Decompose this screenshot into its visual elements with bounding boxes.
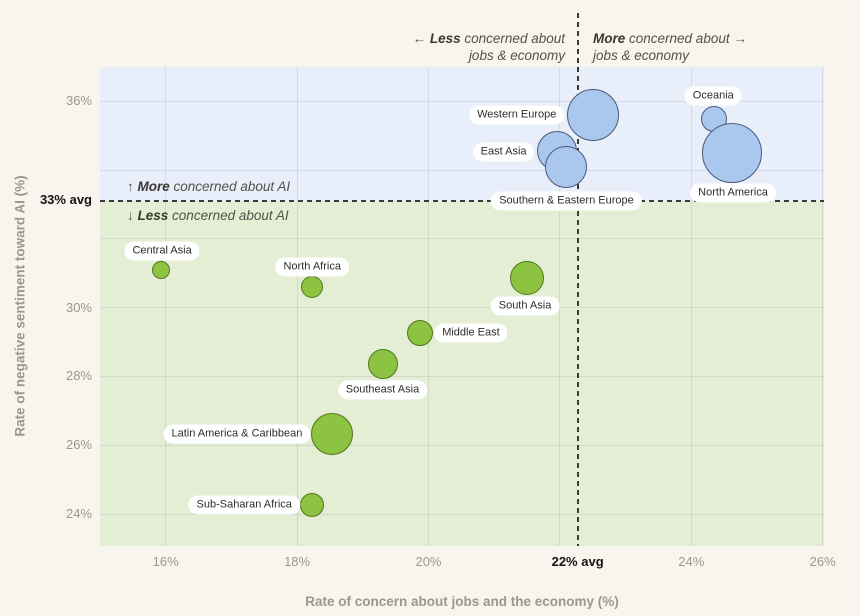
y-average-line (100, 200, 824, 203)
region-label-east-asia: East Asia (472, 142, 535, 162)
x-tick-18: 18% (284, 554, 311, 569)
gridline-y-32 (100, 238, 824, 240)
region-label-sub-saharan-africa: Sub-Saharan Africa (188, 495, 300, 515)
gridline-y-30 (100, 307, 824, 309)
quadrant-header-less-jobs-rest: concerned about (460, 31, 565, 46)
bubble-southern-eastern-europe (545, 145, 588, 188)
gridline-x-20 (427, 67, 429, 546)
gridline-x-18 (296, 67, 298, 546)
region-label-south-asia: South Asia (490, 296, 560, 316)
down-arrow-icon: ↓ (127, 208, 134, 224)
gridline-x-24 (690, 67, 692, 546)
bubble-south-asia (510, 261, 545, 296)
right-arrow-icon: → (733, 31, 747, 46)
y-tick-26: 26% (65, 437, 92, 453)
x-tick-20: 20% (415, 554, 442, 569)
x-average-label: 22% avg (551, 554, 604, 569)
bubble-western-europe (566, 89, 619, 142)
region-label-southeast-asia: Southeast Asia (337, 380, 428, 400)
zone-less-concerned-ai (100, 201, 824, 546)
x-tick-26: 26% (809, 554, 836, 569)
bubble-north-africa (301, 276, 324, 299)
x-average-line (576, 13, 579, 546)
region-label-oceania: Oceania (684, 86, 742, 106)
quadrant-header-less-jobs-bold: Less (429, 31, 461, 46)
quadrant-header-less-jobs-line2: jobs & economy (468, 48, 565, 63)
region-label-latin-america-caribbean: Latin America & Caribbean (163, 424, 311, 444)
gridline-y-34 (100, 169, 824, 171)
region-label-north-africa: North Africa (275, 257, 349, 277)
bubble-sub-saharan-africa (300, 493, 325, 518)
quadrant-header-more-jobs-bold: More (593, 31, 626, 46)
quadrant-header-less-jobs: ← Less concerned about jobs & economy (413, 30, 565, 64)
gridline-x-26 (822, 67, 824, 546)
gridline-x-16 (165, 67, 167, 546)
y-average-label: 33% avg (39, 192, 92, 208)
gridline-x-22 (559, 67, 561, 546)
bubble-southeast-asia (367, 349, 398, 380)
gridline-y-28 (100, 375, 824, 377)
region-label-north-america: North America (690, 183, 776, 203)
gridline-y-24 (100, 513, 824, 515)
bubble-north-america (702, 122, 763, 183)
quadrant-header-more-jobs-line1: More concerned about → (593, 30, 747, 47)
region-label-central-asia: Central Asia (124, 241, 200, 261)
x-tick-24: 24% (678, 554, 705, 569)
bubble-middle-east (406, 320, 433, 347)
quadrant-header-more-jobs: More concerned about → jobs & economy (593, 30, 747, 64)
quadrant-header-more-jobs-rest: concerned about (625, 31, 730, 46)
gridline-y-26 (100, 444, 824, 446)
y-tick-28: 28% (65, 368, 92, 384)
quadrant-header-less-jobs-line1: ← Less concerned about (413, 30, 565, 47)
y-tick-24: 24% (65, 506, 92, 522)
y-tick-36: 36% (65, 93, 92, 109)
bubble-central-asia (152, 260, 171, 279)
bubble-latin-america-caribbean (310, 412, 353, 455)
note-more-concerned-ai: ↑ More concerned about AI (127, 179, 291, 195)
up-arrow-icon: ↑ (127, 179, 134, 195)
x-tick-16: 16% (152, 554, 179, 569)
x-axis-title: Rate of concern about jobs and the econo… (305, 594, 619, 609)
note-less-concerned-ai: ↓ Less concerned about AI (127, 208, 289, 224)
region-label-middle-east: Middle East (434, 323, 508, 343)
left-arrow-icon: ← (412, 31, 427, 46)
y-tick-30: 30% (65, 299, 92, 315)
region-label-western-europe: Western Europe (469, 105, 565, 125)
quadrant-header-more-jobs-line2: jobs & economy (593, 48, 690, 63)
region-label-southern-eastern-europe: Southern & Eastern Europe (491, 191, 642, 211)
plot-area: ↑ More concerned about AI ↓ Less concerne… (100, 13, 824, 546)
gridline-y-36 (100, 100, 824, 102)
